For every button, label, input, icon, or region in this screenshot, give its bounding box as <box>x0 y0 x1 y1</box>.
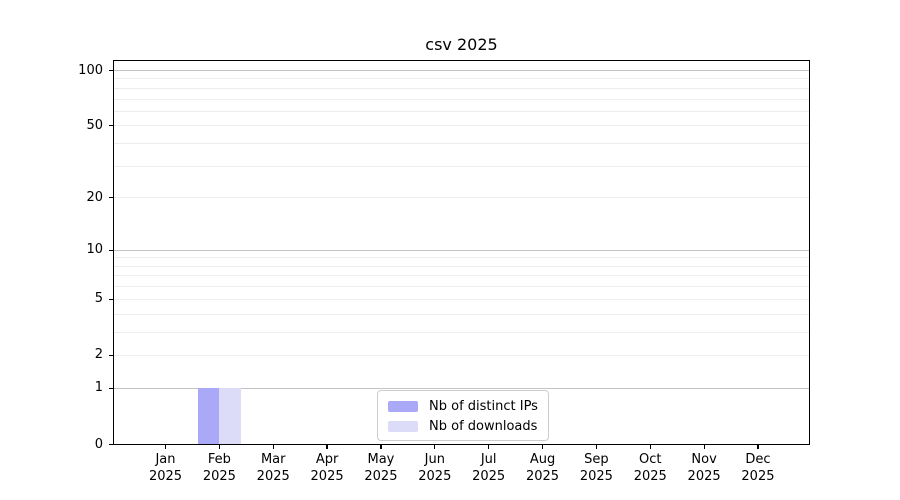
y-tick-label: 1 <box>94 380 103 396</box>
gridline-minor <box>113 313 810 315</box>
y-tick-label: 10 <box>86 242 103 258</box>
x-tick-year: 2025 <box>364 469 398 484</box>
gridline-minor <box>113 286 810 288</box>
gridline-minor <box>113 87 810 89</box>
x-tick-year: 2025 <box>687 469 721 484</box>
y-tick-mark <box>109 249 114 251</box>
x-tick-year: 2025 <box>579 469 613 484</box>
y-tick-label: 5 <box>94 291 103 307</box>
x-tick-month: Jan <box>155 451 176 467</box>
x-tick-year: 2025 <box>256 469 290 484</box>
x-tick-label: Nov 2025 <box>672 451 736 486</box>
gridline-minor <box>113 165 810 167</box>
x-tick-mark <box>703 444 705 449</box>
gridline-minor <box>113 331 810 333</box>
gridline-minor <box>113 125 810 127</box>
gridline-minor <box>113 257 810 259</box>
y-tick-mark <box>109 387 114 389</box>
y-tick-mark <box>109 197 114 199</box>
x-tick-label: Aug 2025 <box>511 451 575 486</box>
x-tick-label: May 2025 <box>349 451 413 486</box>
x-tick-label: Sep 2025 <box>564 451 628 486</box>
x-tick-year: 2025 <box>418 469 452 484</box>
x-tick-month: Nov <box>691 451 717 467</box>
gridline-major <box>113 249 810 251</box>
x-tick-label: Feb 2025 <box>187 451 251 486</box>
legend-label: Nb of distinct IPs <box>429 398 538 414</box>
gridline-major <box>113 70 810 72</box>
x-tick-label: Dec 2025 <box>726 451 790 486</box>
y-tick-label: 0 <box>94 436 103 452</box>
gridline-minor <box>113 197 810 199</box>
bar-distinct-ips <box>197 388 220 445</box>
x-tick-month: Sep <box>584 451 609 467</box>
gridline-minor <box>113 78 810 80</box>
x-tick-year: 2025 <box>310 469 344 484</box>
x-tick-year: 2025 <box>741 469 775 484</box>
x-tick-month: Mar <box>260 451 286 467</box>
gridline-minor <box>113 265 810 267</box>
x-tick-mark <box>757 444 759 449</box>
x-tick-label: Jan 2025 <box>134 451 198 486</box>
x-tick-mark <box>595 444 597 449</box>
x-tick-mark <box>488 444 490 449</box>
x-tick-month: May <box>367 451 395 467</box>
x-tick-month: Feb <box>207 451 231 467</box>
y-tick-mark <box>109 69 114 72</box>
x-tick-mark <box>434 444 436 449</box>
x-tick-month: Jul <box>480 451 497 467</box>
y-tick-label: 2 <box>94 347 103 363</box>
x-tick-mark <box>649 444 651 449</box>
legend: Nb of distinct IPs Nb of downloads <box>377 390 549 441</box>
gridline-minor <box>113 98 810 100</box>
y-tick-mark <box>109 125 114 127</box>
x-tick-label: Jul 2025 <box>457 451 521 486</box>
legend-swatch <box>388 400 418 412</box>
x-tick-mark <box>164 444 167 449</box>
x-tick-month: Dec <box>745 451 771 467</box>
x-tick-year: 2025 <box>525 469 560 484</box>
x-tick-month: Aug <box>529 451 556 467</box>
y-tick-label: 50 <box>86 117 103 133</box>
legend-item: Nb of distinct IPs <box>388 398 538 414</box>
gridline-minor <box>113 354 810 356</box>
x-tick-mark <box>218 444 220 449</box>
x-tick-year: 2025 <box>472 469 506 484</box>
chart-title: csv 2025 <box>425 35 498 54</box>
legend-swatch <box>388 420 418 432</box>
y-tick-label: 20 <box>86 189 103 205</box>
x-tick-month: Jun <box>424 451 445 467</box>
legend-label: Nb of downloads <box>429 418 538 434</box>
gridline-major <box>113 387 810 389</box>
x-tick-year: 2025 <box>148 469 183 484</box>
legend-item: Nb of downloads <box>388 418 538 434</box>
x-tick-month: Oct <box>638 451 662 467</box>
x-tick-label: Jun 2025 <box>403 451 467 486</box>
bar-downloads <box>219 388 241 445</box>
x-tick-year: 2025 <box>202 469 236 484</box>
y-tick-mark <box>109 443 114 446</box>
y-tick-label: 100 <box>78 62 103 78</box>
x-tick-label: Mar 2025 <box>241 451 305 486</box>
gridline-minor <box>113 110 810 112</box>
x-tick-mark <box>380 444 382 449</box>
gridline-minor <box>113 298 810 300</box>
x-tick-label: Oct 2025 <box>618 451 682 486</box>
gridline-minor <box>113 275 810 277</box>
y-tick-mark <box>109 354 114 357</box>
y-tick-mark <box>109 298 114 300</box>
x-tick-mark <box>272 444 274 449</box>
x-tick-year: 2025 <box>633 469 667 484</box>
x-tick-month: Apr <box>315 451 339 467</box>
x-tick-label: Apr 2025 <box>295 451 359 486</box>
x-tick-mark <box>541 444 544 449</box>
x-tick-mark <box>326 444 328 449</box>
gridline-minor <box>113 143 810 145</box>
